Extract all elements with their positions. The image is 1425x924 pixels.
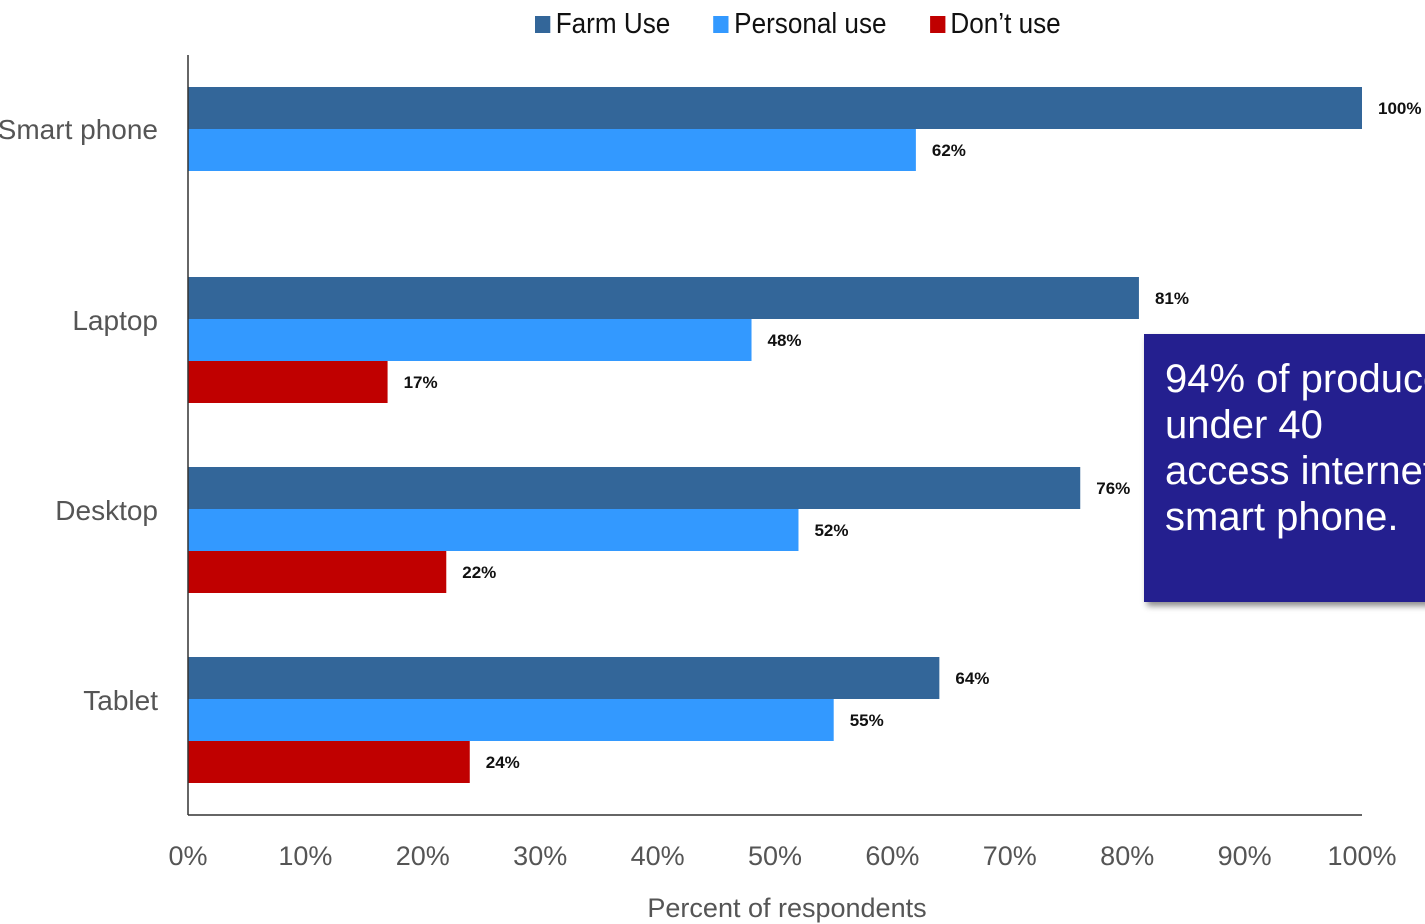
x-tick-label-90: 90% <box>1218 841 1272 871</box>
x-tick-labels-group: 0% 10% 20% 30% 40% 50% 60% 70% 80% 90% 100% <box>168 841 1396 871</box>
bar-laptop-personal-use <box>188 319 752 361</box>
callout-box: 94% of producers under 40 access interne… <box>1144 334 1425 602</box>
bar-tablet-personal-use <box>188 699 834 741</box>
x-tick-label-70: 70% <box>983 841 1037 871</box>
bar-desktop-personal-use <box>188 509 799 551</box>
legend-item-farm-use: Farm Use <box>535 8 670 41</box>
data-label-smart-phone-farm-use: 100% <box>1378 99 1421 118</box>
x-axis-title: Percent of respondents <box>647 893 926 923</box>
bar-tablet-don-t-use <box>188 741 470 783</box>
legend-label-farm-use: Farm Use <box>555 8 671 40</box>
x-tick-label-40: 40% <box>631 841 685 871</box>
bar-smart-phone-personal-use <box>188 129 916 171</box>
legend-item-dont-use: Don’t use <box>929 8 1061 41</box>
category-label-desktop: Desktop <box>55 495 158 526</box>
bar-tablet-farm-use <box>188 657 940 699</box>
category-label-laptop: Laptop <box>72 305 158 336</box>
category-labels-group: Smart phone Laptop Desktop Tablet <box>0 114 158 716</box>
x-tick-label-60: 60% <box>865 841 919 871</box>
data-label-laptop-personal-use: 48% <box>768 331 802 350</box>
legend-swatch-farm-use <box>535 16 551 33</box>
x-tick-label-30: 30% <box>513 841 567 871</box>
x-tick-label-100: 100% <box>1327 841 1396 871</box>
legend: Farm Use Personal use Don’t use <box>535 8 1104 41</box>
bar-laptop-don-t-use <box>188 361 388 403</box>
data-label-laptop-farm-use: 81% <box>1155 289 1189 308</box>
data-label-tablet-don-t-use: 24% <box>486 753 520 772</box>
data-label-desktop-don-t-use: 22% <box>462 563 496 582</box>
bar-smart-phone-farm-use <box>188 87 1362 129</box>
category-label-tablet: Tablet <box>83 685 158 716</box>
data-label-smart-phone-personal-use: 62% <box>932 141 966 160</box>
data-label-desktop-farm-use: 76% <box>1096 479 1130 498</box>
bar-desktop-farm-use <box>188 467 1081 509</box>
x-tick-label-20: 20% <box>396 841 450 871</box>
x-tick-label-10: 10% <box>278 841 332 871</box>
legend-label-dont-use: Don’t use <box>950 8 1061 40</box>
legend-swatch-personal-use <box>713 16 729 33</box>
legend-item-personal-use: Personal use <box>713 8 887 41</box>
bars-group <box>188 87 1362 783</box>
x-tick-label-0: 0% <box>168 841 207 871</box>
legend-label-personal-use: Personal use <box>734 8 887 40</box>
data-label-tablet-farm-use: 64% <box>955 669 989 688</box>
data-label-desktop-personal-use: 52% <box>814 521 848 540</box>
data-labels-group: 100% 62% 81% 48% 17% 76% 52% 22% 64% 55% 24% <box>404 99 1422 772</box>
category-label-smart-phone: Smart phone <box>0 114 158 145</box>
data-label-laptop-don-t-use: 17% <box>404 373 438 392</box>
data-label-tablet-personal-use: 55% <box>850 711 884 730</box>
bar-desktop-don-t-use <box>188 551 447 593</box>
bar-laptop-farm-use <box>188 277 1139 319</box>
legend-swatch-dont-use <box>929 16 946 33</box>
x-tick-label-80: 80% <box>1100 841 1154 871</box>
x-tick-label-50: 50% <box>748 841 802 871</box>
